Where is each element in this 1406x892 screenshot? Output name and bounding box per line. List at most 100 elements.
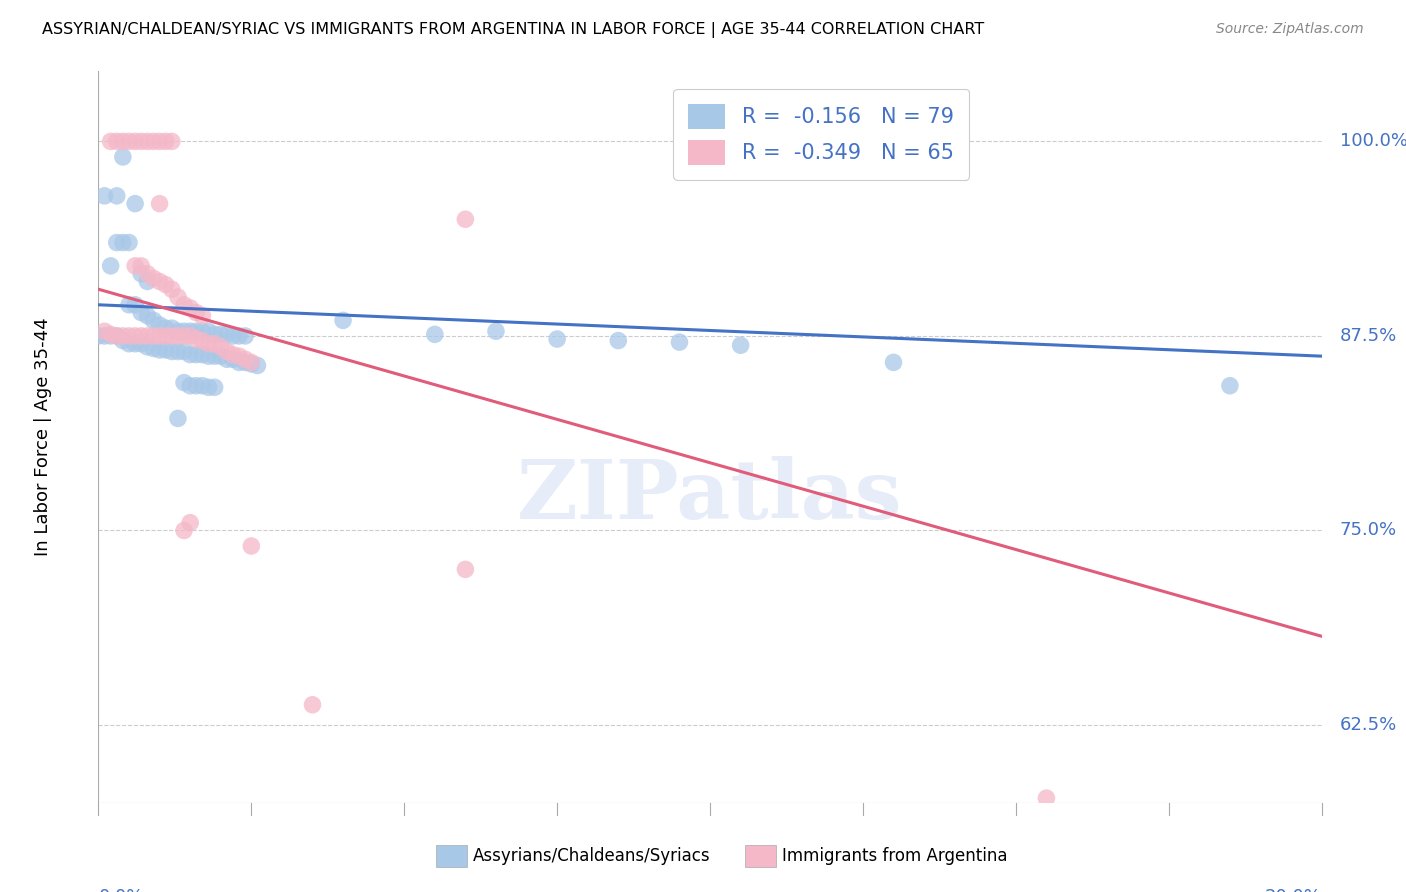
Point	[149, 275, 172, 289]
Point	[233, 352, 256, 367]
Point	[129, 336, 152, 351]
Point	[93, 189, 115, 203]
Point	[149, 318, 172, 332]
Point	[1219, 378, 1241, 392]
Point	[160, 321, 183, 335]
Point	[454, 212, 477, 227]
Point	[179, 329, 201, 343]
Point	[93, 329, 115, 343]
Point	[222, 352, 245, 367]
Point	[118, 235, 141, 250]
Point	[204, 327, 226, 342]
Point	[124, 135, 146, 149]
Point	[332, 313, 354, 327]
Point	[228, 355, 250, 369]
Point	[204, 336, 226, 351]
Point	[197, 349, 219, 363]
Point	[105, 329, 128, 343]
Point	[222, 329, 245, 343]
Point	[160, 344, 183, 359]
Point	[454, 562, 477, 576]
Point	[179, 301, 201, 315]
Point	[228, 349, 250, 363]
Point	[167, 324, 190, 338]
Point	[111, 334, 134, 348]
Point	[142, 271, 165, 285]
Point	[111, 135, 134, 149]
Point	[173, 329, 195, 343]
Point	[209, 340, 232, 354]
Point	[105, 235, 128, 250]
Point	[142, 135, 165, 149]
Point	[240, 355, 263, 369]
Point	[546, 332, 568, 346]
Point	[215, 327, 238, 342]
Point	[186, 324, 208, 338]
Point	[124, 298, 146, 312]
Point	[186, 378, 208, 392]
Point	[197, 380, 219, 394]
Point	[111, 150, 134, 164]
Text: Assyrians/Chaldeans/Syriacs: Assyrians/Chaldeans/Syriacs	[472, 847, 710, 865]
Point	[118, 135, 141, 149]
Point	[105, 329, 128, 343]
Point	[100, 259, 122, 273]
Point	[197, 336, 219, 351]
Text: Immigrants from Argentina: Immigrants from Argentina	[782, 847, 1007, 865]
Point	[215, 344, 238, 359]
Point	[149, 196, 172, 211]
Text: Source: ZipAtlas.com: Source: ZipAtlas.com	[1216, 22, 1364, 37]
Point	[100, 327, 122, 342]
Point	[149, 329, 172, 343]
Point	[136, 275, 159, 289]
Text: 75.0%: 75.0%	[1340, 522, 1398, 540]
Point	[179, 516, 201, 530]
Point	[160, 135, 183, 149]
Text: 62.5%: 62.5%	[1340, 716, 1398, 734]
Point	[160, 329, 183, 343]
Point	[173, 524, 195, 538]
Point	[142, 342, 165, 356]
Point	[142, 313, 165, 327]
Point	[87, 329, 110, 343]
Point	[209, 349, 232, 363]
Point	[485, 324, 508, 338]
Point	[155, 321, 177, 335]
Point	[883, 355, 905, 369]
Point	[155, 277, 177, 292]
Point	[1035, 791, 1057, 805]
Legend: R =  -0.156   N = 79, R =  -0.349   N = 65: R = -0.156 N = 79, R = -0.349 N = 65	[673, 89, 969, 179]
Point	[197, 324, 219, 338]
Point	[607, 334, 630, 348]
Point	[129, 329, 152, 343]
Text: ASSYRIAN/CHALDEAN/SYRIAC VS IMMIGRANTS FROM ARGENTINA IN LABOR FORCE | AGE 35-44: ASSYRIAN/CHALDEAN/SYRIAC VS IMMIGRANTS F…	[42, 22, 984, 38]
Point	[111, 235, 134, 250]
Point	[129, 267, 152, 281]
Point	[191, 348, 214, 362]
Point	[240, 539, 263, 553]
Point	[167, 344, 190, 359]
Text: ZIPatlas: ZIPatlas	[517, 456, 903, 535]
Point	[118, 336, 141, 351]
Point	[167, 411, 190, 425]
Point	[191, 378, 214, 392]
Point	[228, 329, 250, 343]
Point	[173, 298, 195, 312]
Point	[668, 335, 690, 350]
Point	[100, 135, 122, 149]
Point	[129, 135, 152, 149]
Point	[301, 698, 323, 712]
Point	[186, 305, 208, 319]
Point	[136, 329, 159, 343]
Point	[124, 329, 146, 343]
Point	[191, 334, 214, 348]
Point	[105, 189, 128, 203]
Point	[136, 340, 159, 354]
Point	[129, 305, 152, 319]
Point	[149, 135, 172, 149]
Point	[129, 259, 152, 273]
Point	[124, 196, 146, 211]
Point	[93, 324, 115, 338]
Point	[209, 327, 232, 342]
Point	[173, 344, 195, 359]
